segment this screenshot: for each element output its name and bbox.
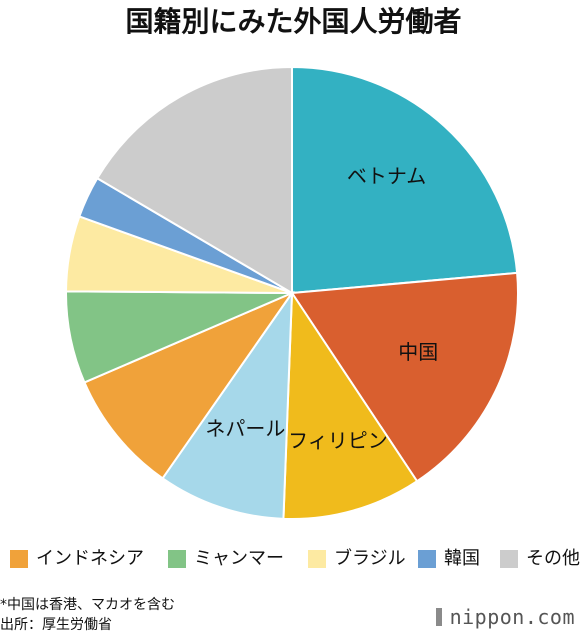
brand-mark: nippon.com xyxy=(435,604,575,630)
nippon-logo-icon xyxy=(435,608,442,626)
legend-label-1: ミャンマー xyxy=(194,548,284,569)
chart-title: 国籍別にみた外国人労働者 xyxy=(125,5,462,38)
legend-label-2: ブラジル xyxy=(334,548,406,569)
pie-slice-label-2: フィリピン xyxy=(288,428,388,452)
pie-slice-3 xyxy=(161,289,294,520)
pie-slice-8 xyxy=(95,65,293,295)
pie-slice-2 xyxy=(282,289,419,520)
legend-item-2: ブラジル xyxy=(308,548,406,570)
legend-swatch-1 xyxy=(168,550,186,568)
source-note: 出所：厚生労働省 xyxy=(0,617,112,633)
pie-slice-1 xyxy=(290,271,519,483)
footnote: *中国は香港、マカオを含む xyxy=(0,597,175,613)
legend-item-4: その他 xyxy=(500,548,580,570)
legend-swatch-3 xyxy=(418,550,436,568)
pie-slices xyxy=(65,65,519,520)
legend-label-3: 韓国 xyxy=(444,548,480,569)
pie-slice-label-0: ベトナム xyxy=(347,164,426,188)
pie-slice-label-3: ネパール xyxy=(205,416,285,440)
legend-item-0: インドネシア xyxy=(10,548,144,570)
legend-item-3: 韓国 xyxy=(418,548,480,570)
legend-swatch-0 xyxy=(10,550,28,568)
legend-item-1: ミャンマー xyxy=(168,548,284,570)
legend-swatch-4 xyxy=(500,550,518,568)
brand-text: nippon.com xyxy=(449,605,575,629)
legend-label-4: その他 xyxy=(526,548,580,569)
legend-label-0: インドネシア xyxy=(36,548,144,569)
pie-slice-0 xyxy=(291,65,519,295)
pie-slice-4 xyxy=(83,290,295,480)
pie-slice-label-1: 中国 xyxy=(398,340,438,364)
legend-swatch-2 xyxy=(308,550,326,568)
